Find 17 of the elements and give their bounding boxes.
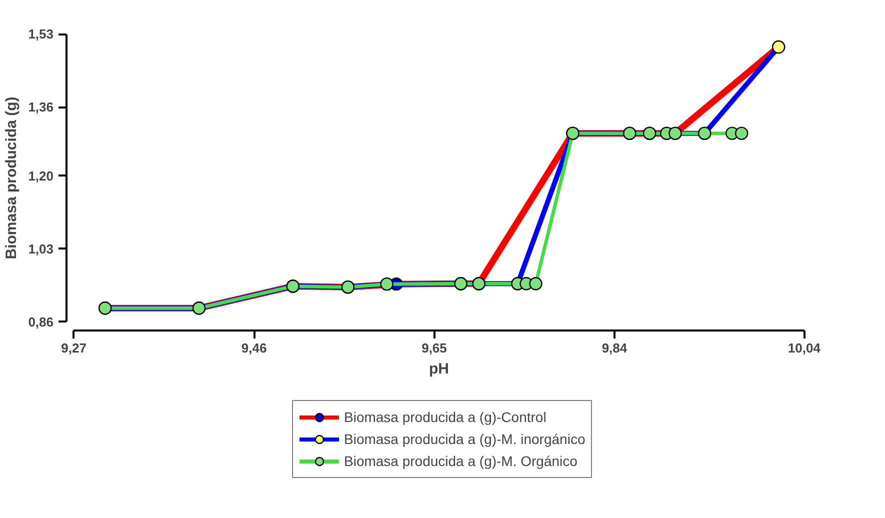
x-tick-label: 9,84 — [602, 340, 628, 356]
y-tick-label: 1,03 — [28, 241, 54, 256]
y-tick-label: 0,86 — [28, 314, 54, 330]
y-tick-label: 1,53 — [28, 26, 54, 42]
legend-label: Biomasa producida a (g)-M. inorgánico — [344, 431, 586, 447]
point — [734, 126, 748, 140]
point — [529, 277, 542, 290]
legend-label: Biomasa producida a (g)-M. Orgánico — [344, 453, 578, 469]
legend-label: Biomasa producida a (g)-Control — [344, 409, 546, 425]
y-axis-title: Biomasa producida (g) — [3, 96, 20, 260]
x-tick-label: 9,46 — [241, 340, 267, 356]
x-tick-label: 9,27 — [61, 340, 86, 356]
y-tick-label: 1,20 — [28, 168, 54, 184]
y-tick-label: 1,36 — [28, 100, 54, 115]
x-tick-label: 9,65 — [422, 340, 447, 356]
x-tick-label: 10,04 — [788, 340, 822, 356]
x-axis-title: pH — [429, 360, 449, 378]
